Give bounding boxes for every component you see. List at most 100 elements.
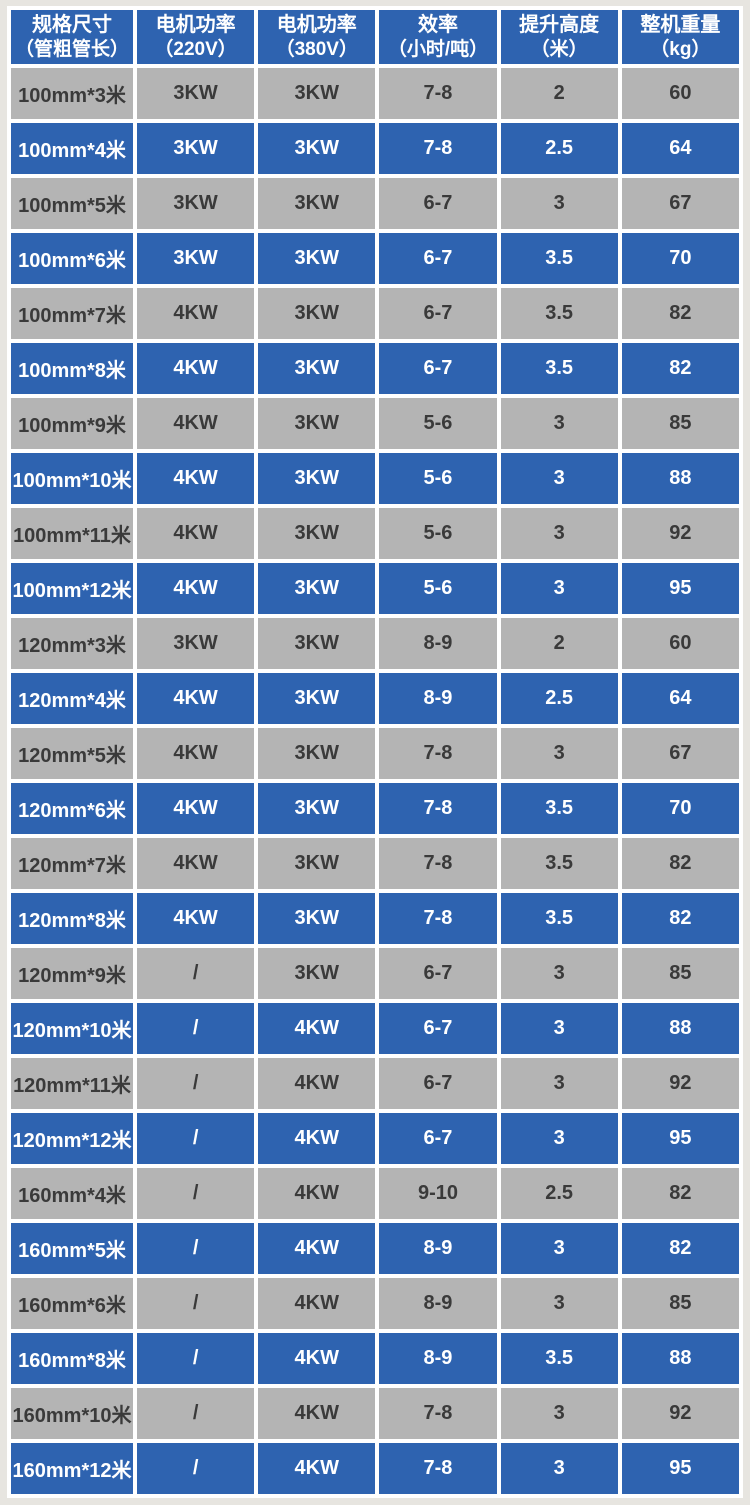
table-cell: / [137, 1278, 255, 1329]
header-line2: （小时/吨） [387, 38, 489, 60]
table-cell: 6-7 [379, 233, 497, 284]
table-cell: 100mm*4米 [11, 123, 133, 174]
table-cell: 3 [500, 1058, 618, 1109]
table-cell: 120mm*10米 [11, 1003, 133, 1054]
table-cell: 3 [500, 1443, 618, 1494]
table-cell: 120mm*3米 [11, 618, 133, 669]
table-row: 120mm*11米/4KW 6-7 3 92 [11, 1058, 739, 1109]
table-cell: 3KW [258, 123, 376, 174]
table-cell: 82 [621, 1223, 739, 1274]
table-cell: 82 [621, 893, 739, 944]
table-cell: 4KW [258, 1333, 376, 1384]
table-row: 160mm*12米/4KW 7-8 3 95 [11, 1443, 739, 1494]
table-cell: 92 [621, 1058, 739, 1109]
table-cell: 88 [621, 1333, 739, 1384]
table-cell: 95 [621, 563, 739, 614]
table-cell: 88 [621, 1003, 739, 1054]
header-line2: （管粗管长） [14, 38, 129, 60]
table-cell: 3KW [137, 233, 255, 284]
table-cell: 120mm*11米 [11, 1058, 133, 1109]
table-cell: 3 [500, 948, 618, 999]
table-cell: 4KW [258, 1168, 376, 1219]
header-line2: （米） [530, 38, 588, 60]
spec-table: 规格尺寸 （管粗管长） 电机功率 （220V） 电机功率 （380V） 效率 （… [7, 6, 743, 1498]
table-cell: 3KW [137, 178, 255, 229]
header-line1: 效率 [417, 13, 458, 36]
table-row: 120mm*3米 3KW 3KW 8-9 2 60 [11, 618, 739, 669]
table-cell: 120mm*12米 [11, 1113, 133, 1164]
table-row: 100mm*8米 4KW 3KW 6-7 3.5 82 [11, 343, 739, 394]
table-cell: 100mm*11米 [11, 508, 133, 559]
table-cell: 95 [621, 1113, 739, 1164]
table-cell: 3KW [137, 123, 255, 174]
column-header-power-220v: 电机功率 （220V） [137, 10, 255, 64]
table-cell: 82 [621, 288, 739, 339]
table-row: 120mm*9米/3KW 6-7 3 85 [11, 948, 739, 999]
table-cell: 85 [621, 1278, 739, 1329]
table-row: 160mm*8米/4KW 8-9 3.5 88 [11, 1333, 739, 1384]
table-cell: 82 [621, 1168, 739, 1219]
table-cell: 100mm*5米 [11, 178, 133, 229]
table-cell: 3KW [258, 178, 376, 229]
table-cell: 100mm*10米 [11, 453, 133, 504]
table-cell: 3KW [258, 728, 376, 779]
table-cell: 3KW [258, 68, 376, 119]
table-row: 100mm*9米 4KW 3KW 5-6 3 85 [11, 398, 739, 449]
table-cell: 3KW [258, 233, 376, 284]
header-line1: 提升高度 [519, 13, 600, 36]
table-row: 160mm*6米/4KW 8-9 3 85 [11, 1278, 739, 1329]
table-cell: 6-7 [379, 1003, 497, 1054]
table-cell: / [137, 1003, 255, 1054]
table-row: 100mm*4米 3KW 3KW 7-8 2.5 64 [11, 123, 739, 174]
table-cell: 2 [500, 618, 618, 669]
table-cell: 6-7 [379, 343, 497, 394]
table-cell: 160mm*10米 [11, 1388, 133, 1439]
table-cell: 4KW [137, 893, 255, 944]
table-cell: 3 [500, 508, 618, 559]
table-cell: 3.5 [500, 343, 618, 394]
table-cell: 9-10 [379, 1168, 497, 1219]
table-cell: 3KW [258, 893, 376, 944]
table-cell: 4KW [137, 453, 255, 504]
table-cell: 3 [500, 1003, 618, 1054]
table-cell: 8-9 [379, 673, 497, 724]
table-cell: 4KW [137, 398, 255, 449]
table-row: 100mm*5米 3KW 3KW 6-7 3 67 [11, 178, 739, 229]
table-cell: 8-9 [379, 1223, 497, 1274]
table-cell: 70 [621, 783, 739, 834]
table-row: 100mm*7米 4KW 3KW 6-7 3.5 82 [11, 288, 739, 339]
header-line1: 电机功率 [276, 13, 357, 36]
table-row: 120mm*6米 4KW 3KW 7-8 3.5 70 [11, 783, 739, 834]
table-cell: 7-8 [379, 123, 497, 174]
table-cell: 120mm*4米 [11, 673, 133, 724]
table-cell: 3KW [258, 398, 376, 449]
table-cell: 8-9 [379, 1333, 497, 1384]
table-cell: 4KW [258, 1113, 376, 1164]
table-cell: 160mm*4米 [11, 1168, 133, 1219]
table-cell: 120mm*5米 [11, 728, 133, 779]
table-cell: 160mm*6米 [11, 1278, 133, 1329]
table-cell: 3KW [258, 618, 376, 669]
table-cell: 100mm*7米 [11, 288, 133, 339]
table-row: 120mm*5米 4KW 3KW 7-8 3 67 [11, 728, 739, 779]
table-cell: 60 [621, 618, 739, 669]
table-cell: 4KW [137, 563, 255, 614]
table-cell: 85 [621, 948, 739, 999]
table-cell: 60 [621, 68, 739, 119]
table-cell: 4KW [258, 1443, 376, 1494]
table-cell: 3 [500, 563, 618, 614]
table-cell: 6-7 [379, 948, 497, 999]
table-cell: 2.5 [500, 1168, 618, 1219]
table-cell: 92 [621, 1388, 739, 1439]
table-cell: 3 [500, 1388, 618, 1439]
table-cell: / [137, 1443, 255, 1494]
table-cell: 3.5 [500, 288, 618, 339]
column-header-power-380v: 电机功率 （380V） [258, 10, 376, 64]
table-cell: 8-9 [379, 618, 497, 669]
table-cell: 2.5 [500, 123, 618, 174]
table-row: 120mm*8米 4KW 3KW 7-8 3.5 82 [11, 893, 739, 944]
table-cell: 120mm*6米 [11, 783, 133, 834]
table-body: 100mm*3米 3KW 3KW 7-8 2 60 100mm*4米 3KW 3KW 7-8 2.5… [11, 68, 739, 1494]
table-header: 规格尺寸 （管粗管长） 电机功率 （220V） 电机功率 （380V） 效率 （… [11, 10, 739, 64]
